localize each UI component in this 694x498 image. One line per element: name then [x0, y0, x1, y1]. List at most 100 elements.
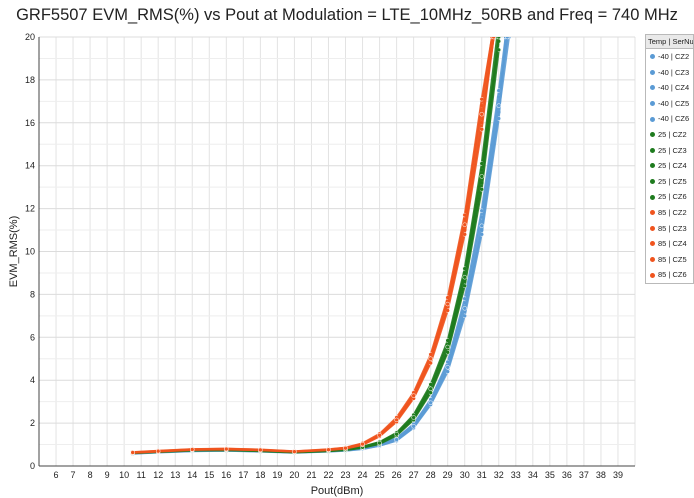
legend-marker-icon	[650, 210, 655, 216]
series-85-CZ4	[130, 37, 496, 456]
legend-label: 25 | CZ4	[658, 161, 687, 171]
data-point	[479, 111, 484, 117]
series--40-CZ2	[130, 37, 512, 456]
legend-marker-icon	[650, 179, 655, 185]
x-tick-label: 14	[187, 470, 197, 480]
x-tick-label: 13	[170, 470, 180, 480]
x-tick-label: 23	[341, 470, 351, 480]
legend-marker-icon	[650, 194, 655, 200]
y-tick-label: 2	[30, 418, 35, 428]
data-point	[428, 386, 433, 392]
legend-marker-icon	[650, 132, 655, 138]
data-point	[428, 356, 433, 361]
y-tick-label: 12	[25, 204, 35, 214]
legend-item: 25 | CZ3	[646, 143, 693, 159]
x-tick-label: 17	[238, 470, 248, 480]
series-line	[132, 37, 510, 455]
x-tick-label: 25	[375, 470, 385, 480]
legend-label: -40 | CZ6	[658, 114, 690, 124]
y-tick-label: 20	[25, 32, 35, 42]
series-line	[132, 37, 500, 454]
legend-marker-icon	[650, 69, 655, 75]
series--40-CZ6	[130, 37, 510, 456]
legend-label: 85 | CZ2	[658, 207, 687, 217]
legend-item: -40 | CZ6	[646, 111, 693, 127]
series--40-CZ5	[130, 37, 508, 456]
axes	[38, 37, 635, 467]
series-line	[132, 37, 499, 454]
data-point	[505, 37, 510, 40]
legend-item: 85 | CZ3	[646, 221, 693, 237]
x-tick-label: 8	[88, 470, 93, 480]
legend-item: -40 | CZ3	[646, 65, 693, 81]
data-point	[445, 365, 450, 370]
data-point	[155, 448, 161, 454]
x-tick-label: 33	[511, 470, 521, 480]
x-tick-label: 10	[119, 470, 129, 480]
legend-marker-icon	[650, 147, 655, 153]
legend-marker-icon	[650, 101, 655, 107]
series-line	[132, 41, 500, 455]
series-85-CZ2	[130, 37, 496, 455]
series-line	[132, 37, 495, 454]
legend-label: -40 | CZ2	[658, 52, 690, 61]
x-tick-label: 16	[221, 470, 231, 480]
y-axis-label: EVM_RMS(%)	[8, 216, 20, 288]
data-point	[258, 447, 263, 453]
legend-label: 25 | CZ2	[658, 129, 687, 139]
series-25-CZ5	[130, 37, 500, 455]
x-tick-label: 30	[460, 470, 470, 480]
data-point	[411, 424, 416, 429]
x-tick-label: 36	[562, 470, 572, 480]
data-point	[462, 222, 467, 227]
legend-marker-icon	[650, 54, 655, 60]
data-point	[190, 447, 195, 452]
data-point	[445, 301, 450, 307]
x-tick-label: 11	[136, 470, 145, 480]
x-tick-label: 29	[443, 470, 453, 480]
data-point	[360, 441, 365, 447]
data-point	[428, 400, 433, 405]
data-point	[411, 415, 416, 420]
x-tick-label: 27	[409, 470, 419, 480]
legend-label: -40 | CZ5	[658, 98, 690, 108]
series-85-CZ3	[130, 37, 495, 455]
tick-labels: 6 7 8 9 10 11 12 13 14 15 16 17 18 19 20 21 22 23 24 25 26 27…	[25, 32, 623, 480]
series-line	[132, 37, 509, 455]
legend-label: -40 | CZ4	[658, 83, 690, 93]
legend-header: Temp | SerNum	[646, 35, 693, 49]
legend-marker-icon	[650, 272, 655, 278]
x-tick-label: 34	[528, 470, 538, 480]
data-point	[462, 274, 467, 280]
series-line	[132, 37, 495, 454]
x-tick-label: 38	[596, 470, 606, 480]
x-axis-label: Pout(dBm)	[311, 485, 364, 497]
y-tick-label: 16	[25, 118, 35, 128]
series-25-CZ3	[130, 37, 502, 455]
data-point	[224, 446, 229, 452]
legend-marker-icon	[650, 116, 655, 122]
data-point	[326, 447, 331, 452]
legend-marker-icon	[650, 163, 655, 169]
legend-label: 85 | CZ6	[658, 270, 687, 280]
legend-items: -40 | CZ2 -40 | CZ3 -40 | CZ4 -40 | CZ5 -40 …	[646, 49, 693, 283]
x-tick-label: 22	[323, 470, 333, 480]
series-line	[132, 37, 507, 454]
legend-item: 85 | CZ2	[646, 205, 693, 221]
data-point	[479, 223, 484, 229]
data-point	[445, 344, 450, 350]
y-tick-label: 4	[30, 375, 35, 385]
data-point	[496, 37, 502, 40]
x-tick-label: 31	[477, 470, 487, 480]
series--40-CZ3	[130, 37, 510, 456]
legend-item: -40 | CZ2	[646, 49, 693, 65]
x-tick-label: 35	[545, 470, 555, 480]
y-tick-label: 0	[30, 461, 35, 471]
y-tick-label: 10	[25, 247, 35, 257]
legend-item: -40 | CZ4	[646, 80, 693, 96]
series-line	[132, 37, 500, 454]
x-tick-label: 28	[426, 470, 436, 480]
legend-item: 25 | CZ4	[646, 158, 693, 174]
y-tick-label: 14	[25, 161, 35, 171]
